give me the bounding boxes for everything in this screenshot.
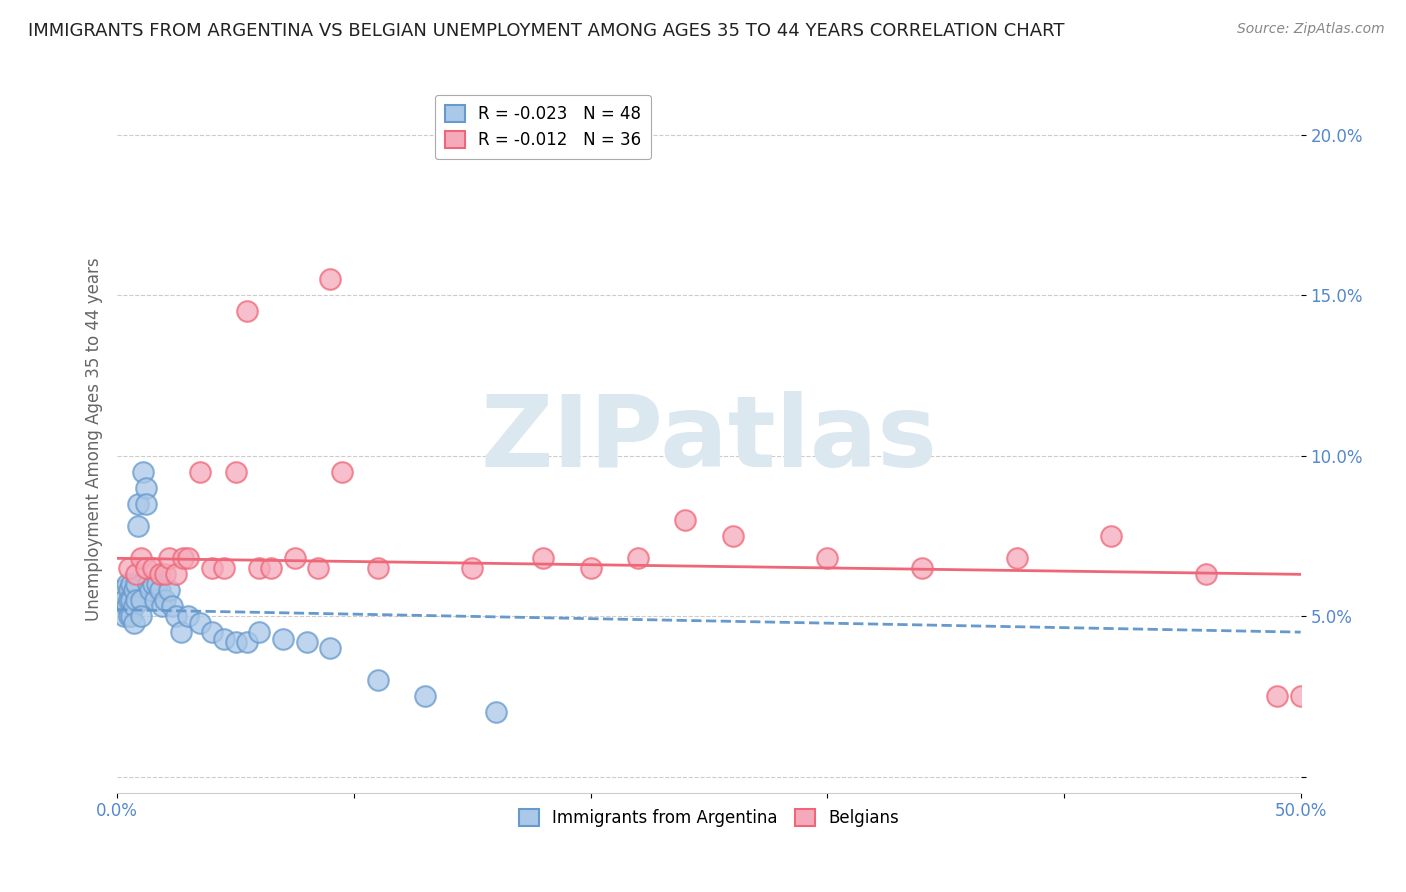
Point bbox=[135, 481, 157, 495]
Point bbox=[911, 561, 934, 575]
Point bbox=[142, 561, 165, 575]
Point bbox=[413, 690, 436, 704]
Point bbox=[367, 673, 389, 688]
Point bbox=[461, 561, 484, 575]
Point bbox=[485, 706, 508, 720]
Point bbox=[1195, 567, 1218, 582]
Point bbox=[128, 519, 150, 533]
Point bbox=[673, 513, 696, 527]
Point bbox=[247, 625, 270, 640]
Point bbox=[120, 609, 142, 624]
Point bbox=[627, 551, 650, 566]
Point bbox=[579, 561, 602, 575]
Point bbox=[139, 583, 162, 598]
Point bbox=[260, 561, 283, 575]
Point bbox=[120, 593, 142, 607]
Point bbox=[307, 561, 329, 575]
Point bbox=[295, 634, 318, 648]
Point bbox=[1265, 690, 1288, 704]
Point bbox=[149, 583, 172, 598]
Point bbox=[177, 551, 200, 566]
Point bbox=[150, 599, 173, 614]
Point bbox=[122, 583, 145, 598]
Point bbox=[135, 561, 157, 575]
Point bbox=[212, 632, 235, 646]
Point bbox=[132, 465, 155, 479]
Text: Source: ZipAtlas.com: Source: ZipAtlas.com bbox=[1237, 22, 1385, 37]
Point bbox=[188, 615, 211, 630]
Point bbox=[177, 609, 200, 624]
Point bbox=[157, 583, 180, 598]
Point bbox=[120, 577, 142, 591]
Point bbox=[112, 593, 135, 607]
Point bbox=[815, 551, 838, 566]
Point bbox=[153, 593, 176, 607]
Point bbox=[201, 625, 224, 640]
Point bbox=[157, 551, 180, 566]
Point bbox=[118, 593, 141, 607]
Point bbox=[1289, 690, 1312, 704]
Point bbox=[125, 577, 148, 591]
Point bbox=[143, 593, 166, 607]
Point bbox=[319, 272, 342, 286]
Point bbox=[111, 583, 134, 598]
Point bbox=[160, 599, 183, 614]
Point bbox=[284, 551, 307, 566]
Point bbox=[225, 465, 247, 479]
Point bbox=[128, 497, 150, 511]
Point bbox=[721, 529, 744, 543]
Point bbox=[225, 634, 247, 648]
Point bbox=[129, 609, 152, 624]
Point bbox=[319, 641, 342, 656]
Point bbox=[146, 577, 169, 591]
Point bbox=[129, 551, 152, 566]
Point bbox=[236, 304, 259, 318]
Point bbox=[118, 583, 141, 598]
Point bbox=[271, 632, 294, 646]
Point bbox=[142, 577, 165, 591]
Point bbox=[172, 551, 194, 566]
Text: ZIPatlas: ZIPatlas bbox=[481, 391, 938, 488]
Point bbox=[170, 625, 193, 640]
Point bbox=[149, 567, 172, 582]
Point bbox=[129, 593, 152, 607]
Point bbox=[115, 599, 138, 614]
Point bbox=[125, 593, 148, 607]
Point bbox=[165, 567, 187, 582]
Text: IMMIGRANTS FROM ARGENTINA VS BELGIAN UNEMPLOYMENT AMONG AGES 35 TO 44 YEARS CORR: IMMIGRANTS FROM ARGENTINA VS BELGIAN UNE… bbox=[28, 22, 1064, 40]
Y-axis label: Unemployment Among Ages 35 to 44 years: Unemployment Among Ages 35 to 44 years bbox=[86, 258, 103, 622]
Point bbox=[135, 497, 157, 511]
Point bbox=[367, 561, 389, 575]
Point bbox=[122, 599, 145, 614]
Legend: Immigrants from Argentina, Belgians: Immigrants from Argentina, Belgians bbox=[512, 802, 905, 834]
Point bbox=[247, 561, 270, 575]
Point bbox=[153, 567, 176, 582]
Point bbox=[118, 609, 141, 624]
Point bbox=[122, 615, 145, 630]
Point bbox=[531, 551, 554, 566]
Point bbox=[136, 577, 159, 591]
Point bbox=[125, 567, 148, 582]
Point bbox=[1005, 551, 1028, 566]
Point bbox=[201, 561, 224, 575]
Point bbox=[115, 577, 138, 591]
Point bbox=[1099, 529, 1122, 543]
Point bbox=[188, 465, 211, 479]
Point bbox=[330, 465, 353, 479]
Point bbox=[236, 634, 259, 648]
Point bbox=[118, 561, 141, 575]
Point bbox=[212, 561, 235, 575]
Point bbox=[112, 609, 135, 624]
Point bbox=[165, 609, 187, 624]
